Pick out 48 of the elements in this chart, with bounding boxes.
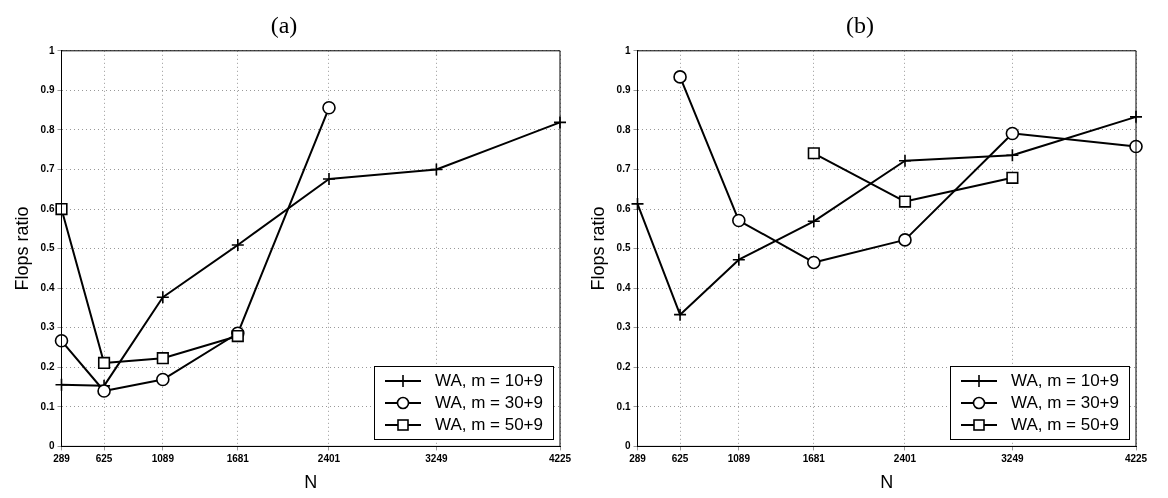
x-tick-label: 2401 xyxy=(893,453,917,465)
x-tick-label: 289 xyxy=(53,453,71,465)
y-tick-label: 0.4 xyxy=(40,281,55,293)
x-axis-title: N xyxy=(304,472,318,493)
y-tick-label: 0.1 xyxy=(40,400,55,412)
y-tick-label: 0.5 xyxy=(40,242,55,254)
y-axis-title: Flops ratio xyxy=(11,206,32,291)
x-tick-label: 625 xyxy=(95,453,113,465)
x-tick-label: 625 xyxy=(671,453,689,465)
y-tick-label: 0.4 xyxy=(616,281,631,293)
x-tick-label: 289 xyxy=(629,453,647,465)
legend-label: WA, m = 10+9 xyxy=(1010,370,1119,393)
x-tick-label: 4225 xyxy=(1124,453,1148,465)
chart-title: (b) xyxy=(846,11,874,38)
y-tick-label: 0 xyxy=(48,440,55,452)
y-tick-label: 1 xyxy=(48,44,55,56)
x-tick-label: 1089 xyxy=(151,453,175,465)
y-tick-label: 0.9 xyxy=(40,84,55,96)
y-tick-label: 0.6 xyxy=(616,202,631,214)
x-tick-label: 4225 xyxy=(548,453,572,465)
y-tick-label: 0.3 xyxy=(40,321,55,333)
x-tick-label: 1681 xyxy=(802,453,826,465)
legend-label: WA, m = 10+9 xyxy=(434,370,543,393)
y-tick-label: 0.9 xyxy=(616,84,631,96)
x-tick-label: 2401 xyxy=(317,453,341,465)
y-tick-label: 0.8 xyxy=(40,123,55,135)
y-tick-label: 0.8 xyxy=(616,123,631,135)
chart-title: (a) xyxy=(270,11,298,38)
x-tick-label: 3249 xyxy=(425,453,448,465)
y-tick-label: 0 xyxy=(624,440,631,452)
y-tick-label: 0.6 xyxy=(40,202,55,214)
legend-label: WA, m = 50+9 xyxy=(1010,414,1119,437)
legend-label: WA, m = 50+9 xyxy=(434,414,543,437)
y-tick-label: 0.2 xyxy=(40,361,55,373)
y-tick-label: 1 xyxy=(624,44,631,56)
legend-label: WA, m = 30+9 xyxy=(434,392,543,415)
y-tick-label: 0.1 xyxy=(616,400,631,412)
y-tick-label: 0.2 xyxy=(616,361,631,373)
x-tick-label: 1089 xyxy=(727,453,751,465)
y-tick-label: 0.7 xyxy=(616,163,631,175)
y-tick-label: 0.5 xyxy=(616,242,631,254)
y-tick-label: 0.3 xyxy=(616,321,631,333)
y-axis-title: Flops ratio xyxy=(587,206,608,291)
x-tick-label: 1681 xyxy=(226,453,250,465)
y-tick-label: 0.7 xyxy=(40,163,55,175)
x-tick-label: 3249 xyxy=(1001,453,1024,465)
legend-label: WA, m = 30+9 xyxy=(1010,392,1119,415)
x-axis-title: N xyxy=(880,472,894,493)
